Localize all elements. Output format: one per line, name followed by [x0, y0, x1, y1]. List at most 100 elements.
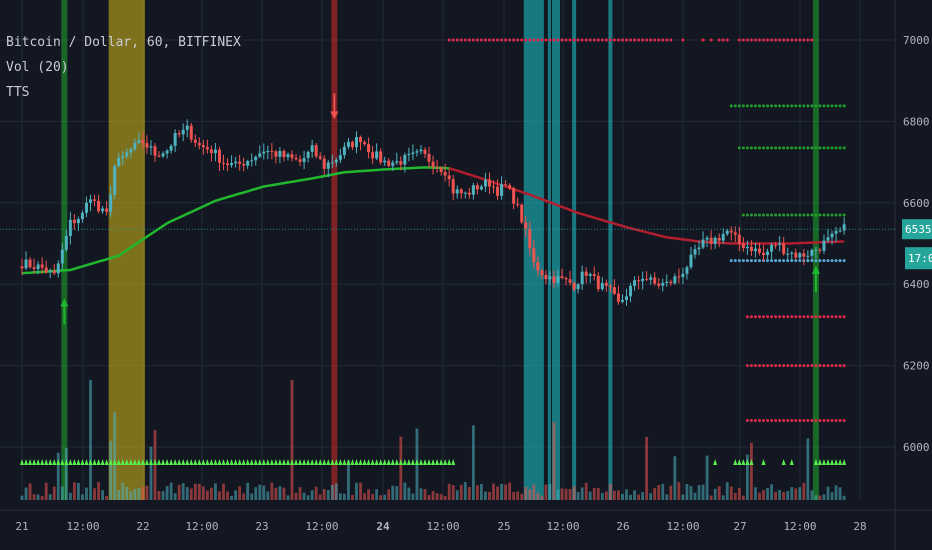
volume-signal-triangle	[120, 459, 125, 465]
candle-body	[125, 152, 129, 157]
candle-body	[536, 261, 540, 271]
volume-bar	[318, 494, 322, 500]
candle-body	[701, 239, 705, 248]
volume-bar	[270, 482, 274, 500]
time-tick-label: 12:00	[305, 520, 338, 533]
volume-bar	[802, 482, 806, 500]
candle-body	[689, 254, 693, 268]
signal-dot	[753, 213, 757, 217]
volume-signal-triangle	[410, 459, 415, 465]
volume-signal-triangle	[370, 459, 375, 465]
volume-signal-triangle	[451, 459, 456, 465]
signal-dot	[834, 259, 838, 263]
signal-dot	[757, 315, 761, 319]
signal-dot	[584, 38, 588, 42]
signal-dot	[818, 104, 822, 108]
signal-dot	[814, 213, 818, 217]
volume-signal-triangle	[310, 459, 315, 465]
volume-bar	[524, 486, 528, 500]
volume-signal-triangle	[217, 459, 222, 465]
time-tick-label: 12:00	[783, 520, 816, 533]
signal-dot	[782, 213, 786, 217]
volume-signal-triangle	[314, 459, 319, 465]
volume-indicator-label[interactable]: Vol (20)	[6, 60, 69, 75]
volume-bar	[838, 487, 842, 500]
volume-bar	[20, 495, 24, 500]
volume-bar	[375, 489, 379, 500]
volume-signal-triangle	[322, 459, 327, 465]
signal-dot	[749, 259, 753, 263]
volume-signal-triangles	[20, 459, 847, 465]
candle-body	[173, 133, 177, 146]
volume-bar	[504, 484, 507, 500]
signal-dot	[798, 315, 802, 319]
volume-signal-triangle	[431, 459, 436, 465]
signal-dot	[786, 104, 790, 108]
volume-bar	[762, 489, 765, 500]
signal-dot	[737, 38, 741, 42]
candle-body	[657, 283, 661, 286]
volume-signal-triangle	[161, 459, 166, 465]
signal-dot	[745, 315, 749, 319]
price-tick-label: 6000.0	[903, 441, 932, 454]
volume-bar	[314, 486, 318, 500]
volume-signal-triangle	[84, 459, 89, 465]
volume-signal-triangle	[201, 459, 206, 465]
signal-dot	[790, 315, 794, 319]
signal-dot	[834, 315, 838, 319]
signal-dot	[657, 38, 661, 42]
signal-dot	[774, 38, 778, 42]
candle-body	[544, 274, 548, 280]
signal-dot	[790, 146, 794, 150]
price-tick-label: 7000.0	[903, 34, 932, 47]
candle-body	[633, 280, 637, 286]
candle-body	[677, 276, 681, 278]
candle-body	[564, 278, 568, 280]
signal-dot	[830, 364, 834, 368]
signal-dot	[633, 38, 637, 42]
candle-body	[492, 186, 496, 188]
volume-bar	[330, 484, 334, 500]
volume-bar	[774, 491, 778, 500]
volume-bar	[109, 440, 113, 500]
signal-dot	[721, 38, 725, 42]
volume-bar	[165, 486, 169, 500]
candle-body	[504, 184, 508, 186]
volume-bar	[552, 422, 556, 500]
volume-bar	[492, 483, 495, 500]
volume-bar	[572, 486, 576, 500]
signal-dot	[798, 364, 802, 368]
volume-bar	[705, 455, 709, 500]
tts-indicator-label[interactable]: TTS	[6, 85, 30, 100]
volume-signal-triangle	[298, 459, 303, 465]
candle-body	[242, 163, 246, 166]
volume-bar	[834, 485, 838, 500]
candle-body	[713, 237, 717, 244]
volume-bar	[500, 483, 503, 500]
volume-bar	[782, 491, 786, 500]
candle-body	[363, 142, 367, 145]
signal-dot	[753, 364, 757, 368]
candle-body	[68, 219, 72, 236]
candle-body	[379, 151, 383, 163]
signal-dot	[822, 419, 826, 423]
candle-body	[568, 279, 572, 283]
signal-dot	[806, 213, 810, 217]
volume-bar	[746, 454, 749, 500]
volume-bar	[488, 491, 491, 500]
candle-body	[685, 267, 689, 274]
signal-dot	[512, 38, 516, 42]
volume-bar	[310, 490, 314, 500]
volume-signal-triangle	[330, 459, 335, 465]
signal-dot	[616, 38, 620, 42]
candle-body	[334, 159, 338, 163]
signal-dot	[737, 146, 741, 150]
ema-line-red	[448, 167, 845, 245]
signal-dot	[798, 146, 802, 150]
candle-body	[810, 249, 814, 256]
candle-body	[330, 162, 334, 164]
time-tick-label: 26	[616, 520, 629, 533]
volume-bar	[673, 456, 677, 500]
